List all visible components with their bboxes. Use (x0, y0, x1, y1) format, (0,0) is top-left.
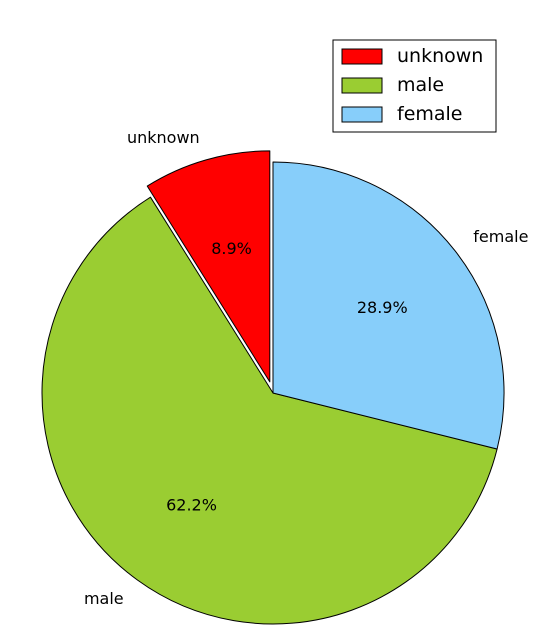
legend-swatch-female (341, 106, 383, 123)
pie-pct-label-male: 62.2% (166, 496, 217, 515)
pie-pct-label-unknown: 8.9% (211, 239, 252, 258)
pie-category-label-female: female (473, 227, 528, 246)
pie-slice-unknown (146, 150, 271, 383)
legend: unknown male female (332, 39, 497, 133)
legend-label-male: male (397, 74, 444, 96)
pie-pct-label-female: 28.9% (357, 298, 408, 317)
pie-category-label-unknown: unknown (127, 128, 200, 147)
legend-label-female: female (397, 103, 463, 125)
pie-slice-male (41, 196, 498, 625)
pie-wedges (41, 150, 505, 625)
pie-slice-female (272, 161, 505, 450)
legend-swatch-unknown (341, 48, 383, 65)
legend-label-unknown: unknown (397, 45, 483, 67)
pie-category-label-male: male (84, 589, 124, 608)
legend-swatch-male (341, 77, 383, 94)
pie-labels: 8.9% unknown 62.2% male 28.9% female (84, 128, 528, 608)
